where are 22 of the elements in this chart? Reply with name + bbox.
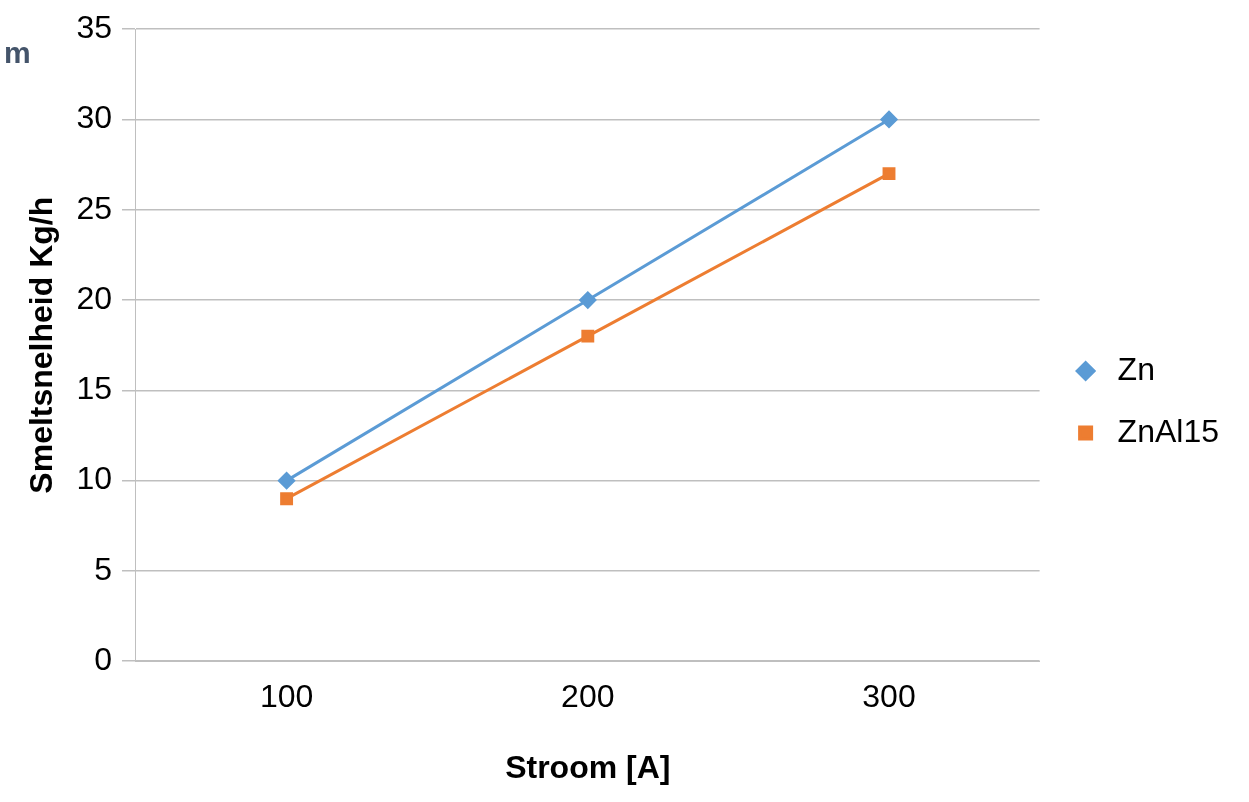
- point: [880, 110, 898, 128]
- point: [278, 472, 296, 490]
- legend-label: Zn: [1117, 350, 1155, 387]
- x-tick-label: 300: [862, 678, 916, 715]
- y-tick-label: 25: [76, 189, 112, 226]
- y-tick-label: 15: [76, 370, 112, 407]
- point: [579, 291, 597, 309]
- y-tick-label: 5: [94, 550, 112, 587]
- x-axis-title: Stroom [A]: [505, 748, 671, 785]
- text: m: [4, 36, 31, 70]
- y-axis-title: Smeltsnelheid Kg/h: [23, 196, 60, 494]
- y-tick-label: 35: [76, 9, 112, 46]
- y-tick-label: 0: [94, 641, 112, 678]
- y-tick-label: 10: [76, 460, 112, 497]
- legend-label: ZnAl15: [1117, 412, 1219, 449]
- point: [280, 492, 294, 506]
- y-tick-label: 20: [76, 279, 112, 316]
- point: [581, 329, 595, 343]
- point: [882, 167, 896, 181]
- y-tick-label: 30: [76, 99, 112, 136]
- x-tick-label: 100: [259, 678, 314, 715]
- x-tick-label: 200: [561, 678, 615, 715]
